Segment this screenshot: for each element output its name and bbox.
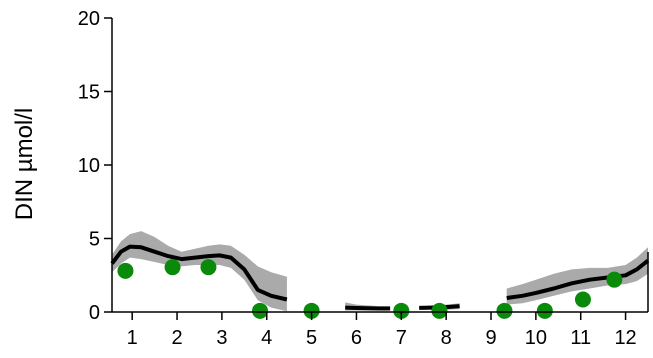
y-tick-label: 15 xyxy=(78,82,100,104)
observation-points xyxy=(117,259,623,319)
x-tick-label: 12 xyxy=(614,327,636,349)
x-tick-label: 2 xyxy=(171,327,182,349)
observation-point xyxy=(303,302,320,319)
observation-point xyxy=(431,302,448,319)
confidence-band xyxy=(112,231,287,312)
x-tick-label: 4 xyxy=(261,327,272,349)
observation-point xyxy=(393,302,410,319)
observation-point xyxy=(200,259,217,276)
observation-point xyxy=(164,259,181,276)
observation-point xyxy=(574,291,591,308)
fit-line xyxy=(506,259,650,300)
x-tick-label: 7 xyxy=(396,327,407,349)
observation-point xyxy=(606,271,623,288)
x-tick-label: 1 xyxy=(127,327,138,349)
fit-line xyxy=(345,305,391,311)
observation-point xyxy=(536,302,553,319)
y-ticks: 0 5 10 15 20 xyxy=(78,8,112,324)
fit-line xyxy=(110,244,288,302)
confidence-bands xyxy=(112,231,648,312)
y-tick-label: 10 xyxy=(78,155,100,177)
y-tick-label: 0 xyxy=(89,302,100,324)
observation-point xyxy=(117,262,134,279)
y-tick-label: 5 xyxy=(89,229,100,251)
x-tick-label: 3 xyxy=(216,327,227,349)
x-ticks: 1 2 3 4 5 6 7 8 9 10 11 12 xyxy=(127,312,637,349)
x-tick-label: 9 xyxy=(485,327,496,349)
x-tick-label: 6 xyxy=(351,327,362,349)
observation-point xyxy=(252,302,269,319)
x-tick-label: 11 xyxy=(570,327,591,349)
x-tick-label: 10 xyxy=(525,327,547,349)
axes xyxy=(111,18,649,313)
y-tick-label: 20 xyxy=(78,8,100,30)
x-tick-label: 5 xyxy=(306,327,317,349)
x-tick-label: 8 xyxy=(441,327,452,349)
y-axis-title: DIN µmol/l xyxy=(11,108,38,221)
observation-point xyxy=(496,302,513,319)
